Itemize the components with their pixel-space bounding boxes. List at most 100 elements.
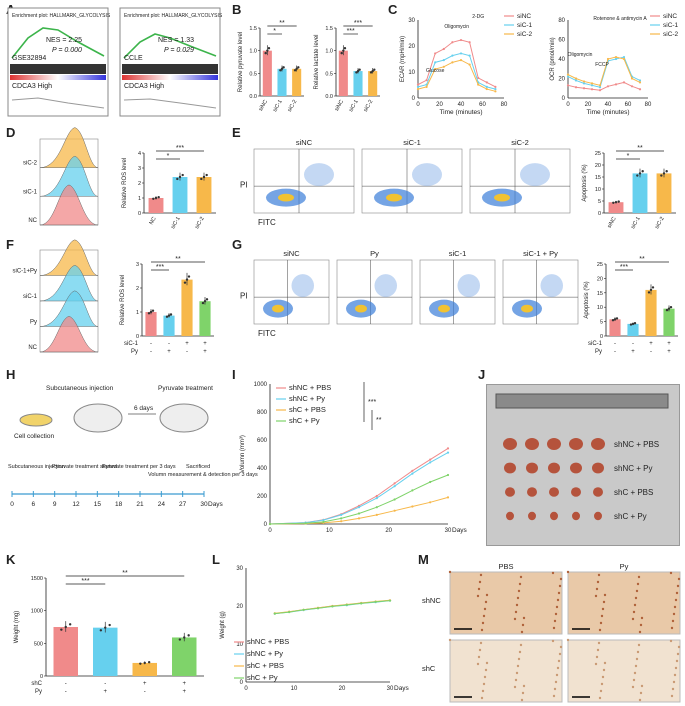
data-point [264, 51, 267, 55]
ihc-stain-dot [671, 687, 675, 691]
series-point [375, 513, 378, 516]
y-tick-label: 1.0 [325, 49, 333, 55]
ihc-stain-dot [557, 591, 561, 595]
y-tick-label: 0 [138, 211, 141, 217]
histogram-row-label: Py [30, 320, 37, 326]
y-tick-label: 40 [558, 57, 565, 63]
bar [645, 289, 657, 336]
series-point [614, 57, 618, 61]
ihc-stain-dot [598, 628, 602, 632]
ihc-stain-dot [482, 682, 486, 686]
tumor [548, 462, 560, 474]
y-tick-label: 0.5 [249, 71, 257, 77]
x-tick-label: siC-1 [348, 99, 360, 113]
y-tick-label: 10 [595, 187, 601, 193]
bar [277, 68, 287, 96]
flow-frame [253, 148, 355, 214]
y-tick-label: 30 [236, 566, 243, 572]
series-point [393, 498, 396, 501]
bar [353, 71, 363, 96]
tumor [527, 487, 537, 497]
ihc-stain-dot [522, 616, 526, 620]
gsea-left-nes: NES = 2.25 [46, 37, 82, 44]
y-tick-label: 500 [34, 641, 43, 647]
sign: + [203, 349, 207, 355]
data-point [99, 629, 103, 632]
x-tick-label: 0 [566, 102, 570, 108]
series-point [416, 87, 420, 91]
ihc-image [449, 571, 563, 635]
ihc-stain-dot [633, 671, 637, 675]
data-point [647, 291, 651, 294]
series-point [304, 522, 307, 525]
series-point [388, 599, 392, 602]
ihc-stain-dot [485, 593, 489, 597]
ihc-stain-dot [476, 594, 480, 598]
data-point [356, 69, 360, 73]
series-point [494, 87, 497, 91]
y-tick-label: 2 [138, 181, 141, 187]
sign: + [649, 341, 653, 347]
series-point [442, 59, 445, 62]
ihc-stain-dot [448, 638, 452, 642]
timeline-tick-label: 21 [136, 501, 144, 508]
ihc-stain-dot [480, 696, 484, 700]
series-point [375, 506, 378, 509]
ihc-stain-dot [520, 698, 524, 702]
h-step: Subcutaneous injection [8, 464, 65, 470]
data-point [612, 201, 615, 204]
mouse-icon [73, 403, 123, 433]
ihc-stain-dot [638, 630, 642, 634]
x-tick-label: 20 [339, 686, 346, 692]
y-tick-label: 0.0 [325, 94, 333, 100]
ihc-col-label: PBS [498, 562, 513, 571]
timeline-tick-label: 6 [32, 501, 36, 508]
flow-cluster-core [272, 304, 284, 313]
y-axis-label: Weight (mg) [14, 611, 20, 644]
series-point [598, 89, 602, 92]
gsea-right: Enrichment plot: HALLMARK_GLYCOLYSIS NES… [119, 7, 223, 117]
series-point [411, 505, 414, 508]
series-point [429, 480, 432, 484]
chart-e-flow: siNC siC-1 siC-2 PI FITC [240, 138, 571, 227]
data-point [68, 623, 72, 626]
ihc-stain-dot [476, 662, 480, 666]
ihc-image [567, 639, 681, 703]
ihc-stain-dot [477, 655, 481, 659]
x-tick-label: 20 [385, 528, 392, 534]
bar [163, 315, 175, 336]
gsea-left: Enrichment plot: HALLMARK_GLYCOLYSIS NES… [7, 7, 111, 117]
sig-label: *** [368, 399, 376, 406]
flow-scatter [540, 274, 563, 298]
series-point [340, 520, 343, 523]
data-point [665, 170, 668, 173]
tumor [549, 487, 559, 497]
flow-frame [336, 259, 413, 325]
flow-scatter [457, 274, 480, 298]
timeline-tick-label: 0 [10, 501, 14, 508]
x-tick-label: NC [149, 216, 158, 226]
h-step: 6 days [134, 405, 154, 412]
h-step: Cell collection [14, 433, 54, 440]
histogram-row-label: siC-1 [23, 189, 38, 195]
x-tick-label: 80 [501, 102, 508, 108]
data-point [613, 318, 617, 321]
series-point [434, 67, 437, 71]
data-point [638, 172, 642, 175]
series-point [638, 88, 642, 91]
series-point [459, 59, 463, 62]
series-point [582, 80, 586, 83]
data-point [176, 177, 179, 181]
y-tick-label: 0 [240, 680, 244, 686]
y-tick-label: 1.5 [249, 26, 257, 32]
y-tick-label: 3 [136, 262, 139, 268]
data-point [147, 661, 151, 664]
x-tick-label: 80 [645, 102, 652, 108]
y-tick-label: 10 [408, 70, 415, 76]
ihc-stain-dot [518, 650, 522, 654]
ihc-stain-dot [554, 612, 558, 616]
histogram-row-label: siC-1 [23, 294, 38, 300]
flow-scatter [291, 274, 314, 298]
